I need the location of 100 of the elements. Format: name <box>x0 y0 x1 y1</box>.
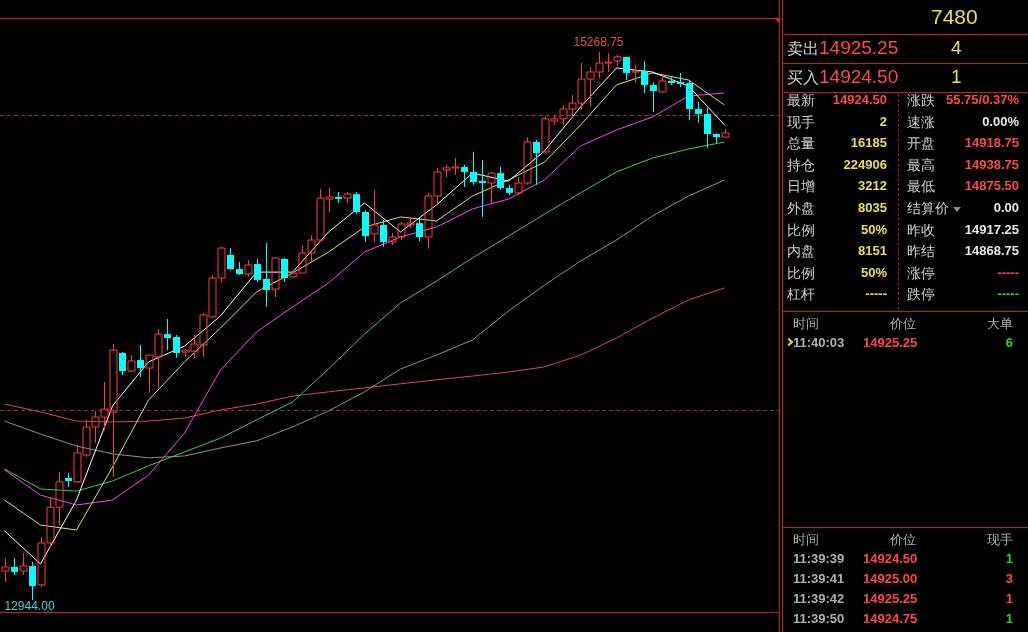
text: 14875.50 <box>964 178 1019 194</box>
candlestick <box>380 219 387 248</box>
candlestick <box>695 101 702 124</box>
text: 14924.50 <box>863 551 919 566</box>
candlestick <box>353 191 360 215</box>
candlestick <box>487 172 496 204</box>
annotation: 15268.75 <box>573 35 624 50</box>
text: 时间 <box>793 531 819 549</box>
text: 11:39:39 <box>793 551 845 566</box>
candlestick <box>370 189 379 243</box>
candlestick <box>623 56 630 81</box>
text: 0.00% <box>982 113 1019 129</box>
text: 14925.25 <box>819 37 899 59</box>
text: 最低 <box>907 178 935 197</box>
candlestick <box>650 81 657 113</box>
text: 涨跌 <box>907 92 935 110</box>
text: 速涨 <box>907 113 935 132</box>
text: 11:39:41 <box>793 571 845 586</box>
candlestick <box>236 261 243 274</box>
text: 日增 <box>787 178 815 197</box>
candlestick <box>686 79 693 121</box>
text: 14924.50 <box>832 92 887 107</box>
candlestick <box>497 166 504 191</box>
candlestick <box>362 209 369 243</box>
text: 50% <box>860 264 887 280</box>
annotation: 12944.00 <box>4 599 55 614</box>
text: 价位 <box>889 315 917 333</box>
candlestick <box>677 72 684 88</box>
text: 昨收 <box>907 221 935 240</box>
text: 大单 <box>987 315 1013 333</box>
text: 外盘 <box>787 200 815 218</box>
text: 2 <box>879 113 887 129</box>
candlestick <box>65 472 72 488</box>
text: ----- <box>997 286 1019 302</box>
text: 8035 <box>858 200 887 215</box>
text: 4 <box>951 37 962 59</box>
text: 7480 <box>931 5 978 29</box>
text: 14868.75 <box>964 243 1019 259</box>
text: 持仓 <box>787 156 815 175</box>
candlestick <box>506 184 513 196</box>
text: ----- <box>997 264 1019 280</box>
text: 11:39:50 <box>793 611 845 626</box>
text: 14938.75 <box>964 156 1019 172</box>
candlestick <box>227 247 234 270</box>
text: 1 <box>951 66 962 88</box>
candlestick <box>119 352 126 376</box>
candlestick <box>29 561 36 601</box>
text: 3 <box>1005 571 1013 586</box>
text: 1 <box>1005 611 1013 626</box>
text: 14917.25 <box>964 221 1019 237</box>
candlestick <box>1 557 10 583</box>
text: 最高 <box>907 156 935 175</box>
candlestick <box>137 344 144 378</box>
text: 现手 <box>987 531 1013 549</box>
text: 涨停 <box>907 264 935 283</box>
candlestick <box>281 258 288 283</box>
text: 55.75/0.37% <box>945 92 1019 107</box>
text: 11:39:42 <box>793 591 845 606</box>
text: 比例 <box>787 221 815 240</box>
text: 6 <box>1005 335 1013 350</box>
text: 现手 <box>787 113 815 132</box>
text: 内盘 <box>787 243 815 262</box>
text: 14924.75 <box>863 611 919 626</box>
candlestick <box>641 60 648 94</box>
candlestick <box>416 216 423 242</box>
text: 1 <box>1005 551 1013 566</box>
text: 杠杆 <box>787 286 815 305</box>
candlestick <box>335 191 342 204</box>
candlestick <box>254 258 261 283</box>
text: 跌停 <box>907 286 935 305</box>
text: 14925.00 <box>863 571 919 586</box>
text: 224906 <box>843 156 887 172</box>
text: 11:40:03 <box>793 335 845 350</box>
text: 14924.50 <box>819 66 899 88</box>
text: 8151 <box>858 243 887 259</box>
text: 结算价 <box>907 200 949 218</box>
candlestick <box>668 76 675 86</box>
text: 14918.75 <box>964 135 1019 151</box>
text: 价位 <box>889 531 917 549</box>
text: 1 <box>1005 591 1013 606</box>
text: 卖出 <box>787 39 819 59</box>
candlestick <box>470 151 477 186</box>
text: 14925.25 <box>863 591 919 606</box>
text: 总量 <box>787 135 815 154</box>
candlestick <box>11 557 18 576</box>
candlestick <box>461 164 468 188</box>
text: 3212 <box>858 178 887 194</box>
text: 最新 <box>787 92 815 110</box>
text: 买入 <box>787 68 819 88</box>
candlestick <box>164 318 171 351</box>
candlestick <box>263 242 270 308</box>
text: 开盘 <box>907 135 935 154</box>
text: 16185 <box>850 135 887 151</box>
candlestick <box>479 159 486 218</box>
text: 50% <box>860 221 887 237</box>
candlestick <box>533 139 540 186</box>
text: 0.00 <box>993 200 1019 215</box>
text: 昨结 <box>907 243 935 262</box>
candlestick <box>713 133 720 144</box>
text: 14925.25 <box>863 335 919 350</box>
